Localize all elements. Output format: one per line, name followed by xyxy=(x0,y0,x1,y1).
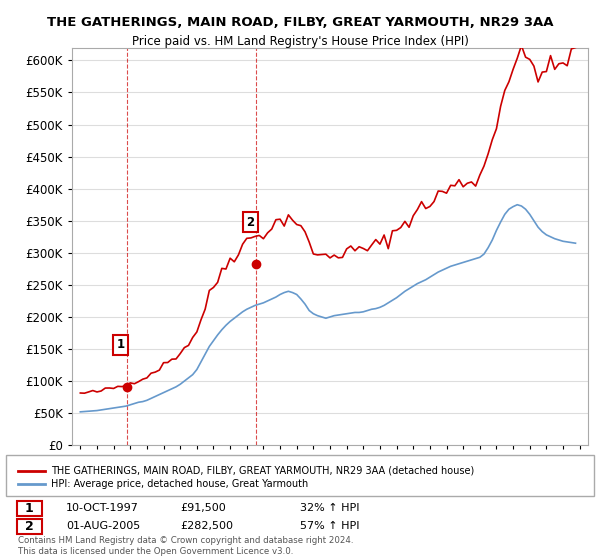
Text: 10-OCT-1997: 10-OCT-1997 xyxy=(66,503,139,514)
Text: 01-AUG-2005: 01-AUG-2005 xyxy=(66,521,140,531)
Text: Contains HM Land Registry data © Crown copyright and database right 2024.
This d: Contains HM Land Registry data © Crown c… xyxy=(18,536,353,556)
Text: THE GATHERINGS, MAIN ROAD, FILBY, GREAT YARMOUTH, NR29 3AA (detached house): THE GATHERINGS, MAIN ROAD, FILBY, GREAT … xyxy=(51,466,474,475)
Text: THE GATHERINGS, MAIN ROAD, FILBY, GREAT YARMOUTH, NR29 3AA: THE GATHERINGS, MAIN ROAD, FILBY, GREAT … xyxy=(47,16,553,29)
Text: HPI: Average price, detached house, Great Yarmouth: HPI: Average price, detached house, Grea… xyxy=(51,479,308,489)
Text: £282,500: £282,500 xyxy=(180,521,233,531)
Text: £91,500: £91,500 xyxy=(180,503,226,514)
Text: 2: 2 xyxy=(247,216,254,229)
Text: 1: 1 xyxy=(117,338,125,351)
Text: 2: 2 xyxy=(25,520,34,533)
Text: 32% ↑ HPI: 32% ↑ HPI xyxy=(300,503,359,514)
Text: 1: 1 xyxy=(25,502,34,515)
Text: Price paid vs. HM Land Registry's House Price Index (HPI): Price paid vs. HM Land Registry's House … xyxy=(131,35,469,48)
Text: 57% ↑ HPI: 57% ↑ HPI xyxy=(300,521,359,531)
